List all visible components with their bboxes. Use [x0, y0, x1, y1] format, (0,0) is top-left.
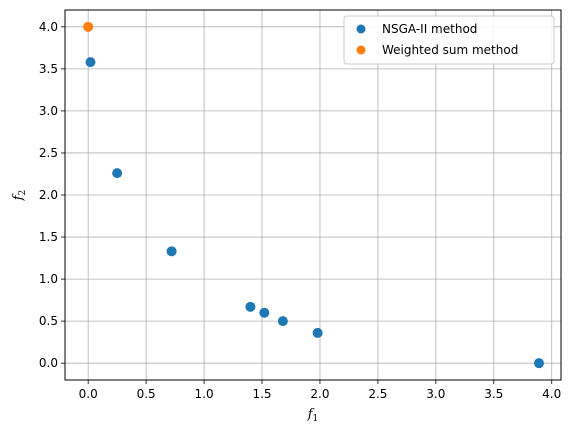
- data-points: [83, 21, 544, 369]
- data-point-series-0: [166, 246, 177, 257]
- legend-marker-nsga: [356, 24, 366, 34]
- y-tick-label: 2.5: [39, 146, 58, 160]
- data-point-series-0: [259, 307, 270, 318]
- y-tick-label: 1.5: [39, 230, 58, 244]
- legend-label-nsga: NSGA-II method: [382, 22, 477, 36]
- x-tick-label: 4.0: [542, 387, 561, 401]
- data-point-series-1: [83, 21, 94, 32]
- legend-marker-weighted-sum: [356, 45, 366, 55]
- data-point-series-0: [533, 358, 544, 369]
- data-point-series-0: [245, 301, 256, 312]
- x-tick-label: 2.5: [368, 387, 387, 401]
- y-tick-label: 3.5: [39, 62, 58, 76]
- x-axis-label: f1: [307, 407, 319, 424]
- legend-box: [343, 15, 555, 65]
- grid: [65, 10, 561, 380]
- x-tick-label: 1.5: [252, 387, 271, 401]
- x-tick-label: 0.0: [79, 387, 98, 401]
- y-axis-label: f2: [11, 190, 28, 202]
- legend: NSGA-II method Weighted sum method: [343, 15, 555, 65]
- x-tick-label: 3.0: [426, 387, 445, 401]
- y-tick-label: 0.5: [39, 314, 58, 328]
- y-tick-label: 0.0: [39, 356, 58, 370]
- x-tick-label: 0.5: [137, 387, 156, 401]
- y-tick-label: 4.0: [39, 20, 58, 34]
- x-tick-label: 2.0: [310, 387, 329, 401]
- data-point-series-0: [112, 168, 123, 179]
- legend-label-weighted-sum: Weighted sum method: [382, 43, 518, 57]
- y-tick-label: 2.0: [39, 188, 58, 202]
- data-point-series-0: [85, 57, 96, 68]
- axis-ticks: 0.0 0.5 1.0 1.5 2.0 2.5 3.0 3.5 4.0 0.0 0.5 1.0 1.5 2…: [39, 20, 561, 401]
- x-tick-label: 1.0: [195, 387, 214, 401]
- data-point-series-0: [277, 316, 288, 327]
- y-tick-label: 1.0: [39, 272, 58, 286]
- y-tick-label: 3.0: [39, 104, 58, 118]
- x-tick-label: 3.5: [484, 387, 503, 401]
- data-point-series-0: [312, 327, 323, 338]
